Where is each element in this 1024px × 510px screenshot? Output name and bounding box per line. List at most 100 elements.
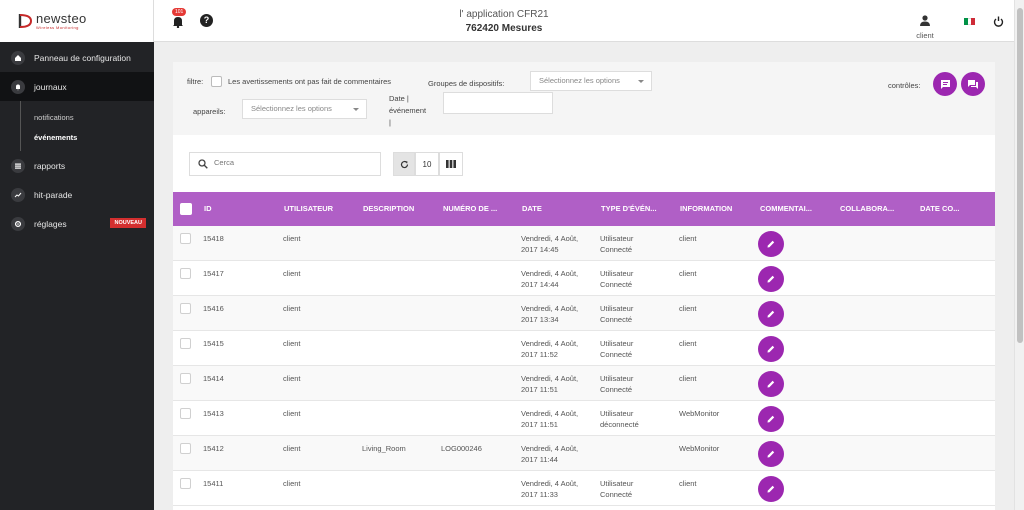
- cell-type-line-1: Utilisateur: [600, 304, 634, 313]
- sidebar-item-label: hit-parade: [34, 189, 73, 200]
- cell-id: 15418: [203, 234, 224, 243]
- column-header-comment[interactable]: COMMENTAI...: [760, 204, 812, 213]
- search-field[interactable]: [189, 152, 381, 176]
- cell-information: client: [679, 374, 697, 383]
- gear-icon: [11, 216, 25, 231]
- edit-comment-button[interactable]: [758, 266, 784, 292]
- table-header: ID UTILISATEUR DESCRIPTION NUMÉRO DE ...…: [173, 192, 995, 226]
- row-checkbox[interactable]: [180, 303, 191, 314]
- row-checkbox[interactable]: [180, 478, 191, 489]
- cell-information: client: [679, 304, 697, 313]
- search-icon: [198, 159, 208, 169]
- cell-user: client: [283, 304, 301, 313]
- cell-type-line-2: Connecté: [600, 385, 633, 394]
- column-header-date[interactable]: DATE: [522, 204, 542, 213]
- row-checkbox[interactable]: [180, 338, 191, 349]
- sidebar-item-journaux[interactable]: journaux: [0, 72, 154, 101]
- page-size-select[interactable]: 10: [415, 152, 439, 176]
- columns-icon: [446, 160, 456, 168]
- row-checkbox[interactable]: [180, 233, 191, 244]
- sidebar-item-label: rapports: [34, 160, 66, 171]
- cell-number: LOG000246: [441, 444, 482, 453]
- table-row[interactable]: 15413 client Vendredi, 4 Août, 2017 11:51 Ut…: [173, 401, 995, 436]
- column-header-collaborator[interactable]: COLLABORA...: [840, 204, 895, 213]
- sidebar-item-reglages[interactable]: réglages NOUVEAU: [0, 209, 154, 238]
- table-row[interactable]: 15414 client Vendredi, 4 Août, 2017 11:51 Ut…: [173, 366, 995, 401]
- table-row[interactable]: 15418 client Vendredi, 4 Août, 2017 14:45 Ut…: [173, 226, 995, 261]
- no-comment-checkbox[interactable]: [211, 76, 222, 87]
- cell-type-line-2: Connecté: [600, 490, 633, 499]
- italian-flag-icon[interactable]: [964, 18, 976, 25]
- column-header-information[interactable]: INFORMATION: [680, 204, 733, 213]
- cell-id: 15413: [203, 409, 224, 418]
- logo[interactable]: newsteo Wireless Monitoring: [0, 0, 154, 42]
- row-checkbox[interactable]: [180, 443, 191, 454]
- user-icon[interactable]: [920, 15, 930, 26]
- scrollbar-thumb[interactable]: [1017, 8, 1023, 343]
- measures-count: 762420 Mesures: [465, 23, 543, 34]
- forum-icon: [968, 79, 978, 89]
- cell-date-line-1: Vendredi, 4 Août,: [521, 304, 579, 313]
- table-row[interactable]: 15412 client Living_Room LOG000246 Vendredi,…: [173, 436, 995, 471]
- columns-toggle-button[interactable]: [439, 152, 463, 176]
- devices-select[interactable]: Sélectionnez les options: [242, 99, 367, 119]
- pencil-icon: [767, 345, 775, 353]
- edit-comment-button[interactable]: [758, 406, 784, 432]
- device-groups-select[interactable]: Sélectionnez les options: [530, 71, 652, 91]
- edit-comment-button[interactable]: [758, 441, 784, 467]
- select-all-checkbox[interactable]: [180, 203, 192, 215]
- sidebar-item-config[interactable]: Panneau de configuration: [0, 43, 154, 72]
- edit-comment-button[interactable]: [758, 301, 784, 327]
- cell-type-line-1: Utilisateur: [600, 479, 634, 488]
- table-row[interactable]: 15416 client Vendredi, 4 Août, 2017 13:34 Ut…: [173, 296, 995, 331]
- column-header-user[interactable]: UTILISATEUR: [284, 204, 334, 213]
- page-scrollbar[interactable]: [1014, 0, 1024, 510]
- cell-date-line-2: 2017 14:45: [521, 245, 559, 254]
- edit-comment-button[interactable]: [758, 336, 784, 362]
- cell-type-line-2: Connecté: [600, 350, 633, 359]
- brand-tagline: Wireless Monitoring: [36, 25, 79, 30]
- edit-comment-button[interactable]: [758, 371, 784, 397]
- search-input[interactable]: [214, 158, 374, 167]
- cell-id: 15414: [203, 374, 224, 383]
- event-date-input[interactable]: [443, 92, 553, 114]
- table-row[interactable]: 15411 client Vendredi, 4 Août, 2017 11:33 Ut…: [173, 471, 995, 506]
- sidebar-subitem-notifications[interactable]: notifications: [0, 107, 154, 127]
- row-checkbox[interactable]: [180, 373, 191, 384]
- column-header-description[interactable]: DESCRIPTION: [363, 204, 415, 213]
- home-icon: [11, 50, 25, 65]
- notification-bell-icon[interactable]: [172, 15, 184, 28]
- column-header-number[interactable]: NUMÉRO DE ...: [443, 204, 498, 213]
- cell-type-line-2: Connecté: [600, 280, 633, 289]
- cell-description: Living_Room: [362, 444, 406, 453]
- brand-name: newsteo: [36, 11, 87, 26]
- refresh-button[interactable]: [393, 152, 415, 176]
- sidebar-item-label: journaux: [34, 81, 67, 92]
- user-name[interactable]: client: [916, 31, 934, 40]
- cell-user: client: [283, 339, 301, 348]
- pencil-icon: [767, 380, 775, 388]
- table-tools: 10: [393, 152, 463, 176]
- column-header-comment-date[interactable]: DATE CO...: [920, 204, 960, 213]
- column-header-id[interactable]: ID: [204, 204, 212, 213]
- table-row[interactable]: 15417 client Vendredi, 4 Août, 2017 14:44 Ut…: [173, 261, 995, 296]
- cell-id: 15412: [203, 444, 224, 453]
- row-checkbox[interactable]: [180, 408, 191, 419]
- sidebar-item-hit-parade[interactable]: hit-parade: [0, 180, 154, 209]
- comment-control-button[interactable]: [933, 72, 957, 96]
- power-icon[interactable]: [993, 16, 1004, 27]
- forum-control-button[interactable]: [961, 72, 985, 96]
- newsteo-logo-icon: [18, 14, 33, 28]
- filter-label: filtre:: [187, 77, 204, 86]
- edit-comment-button[interactable]: [758, 231, 784, 257]
- comment-icon: [940, 79, 950, 89]
- edit-comment-button[interactable]: [758, 476, 784, 502]
- row-checkbox[interactable]: [180, 268, 191, 279]
- sidebar-subitem-evenements[interactable]: événements: [0, 127, 154, 147]
- table-row[interactable]: 15415 client Vendredi, 4 Août, 2017 11:52 Ut…: [173, 331, 995, 366]
- cell-date-line-1: Vendredi, 4 Août,: [521, 374, 579, 383]
- cell-type-line-1: Utilisateur: [600, 409, 634, 418]
- column-header-event-type[interactable]: TYPE D'ÉVÉN...: [601, 204, 657, 213]
- help-icon[interactable]: ?: [200, 14, 213, 27]
- sidebar-item-rapports[interactable]: rapports: [0, 151, 154, 180]
